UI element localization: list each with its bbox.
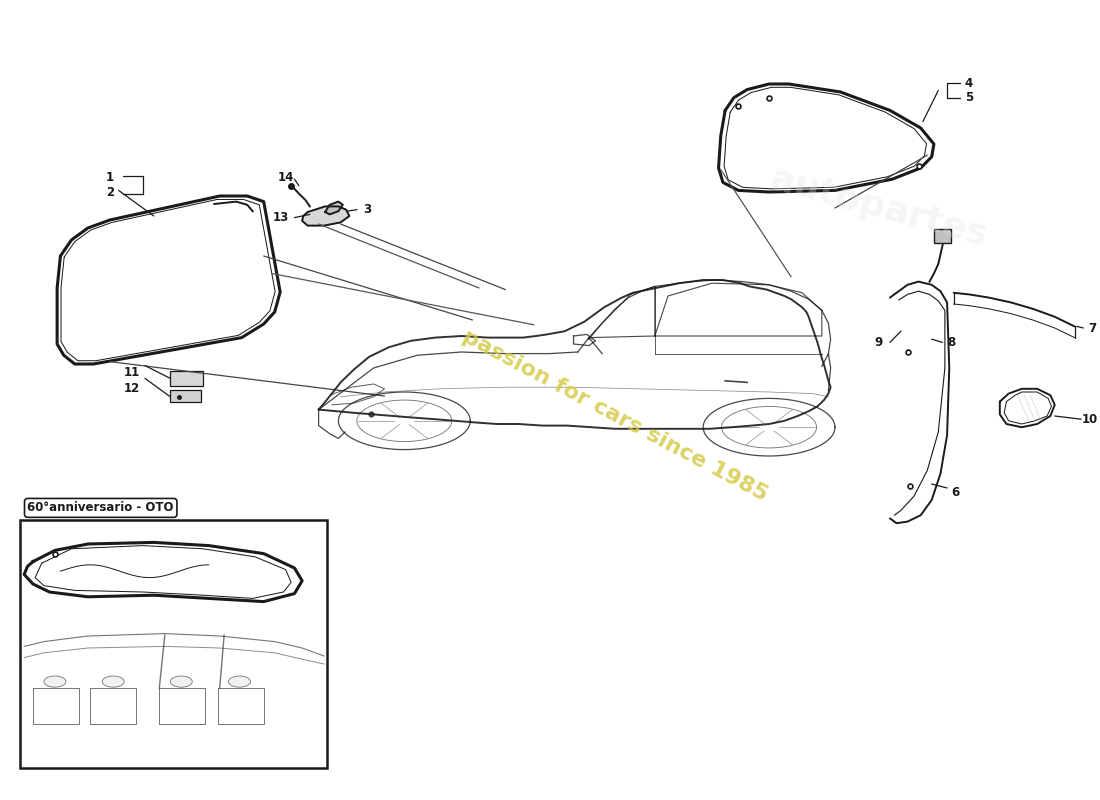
Ellipse shape (229, 676, 251, 687)
Ellipse shape (102, 676, 124, 687)
Text: 13: 13 (273, 211, 289, 224)
Text: 5: 5 (965, 91, 974, 104)
Bar (934, 229, 952, 243)
Text: 15: 15 (242, 528, 258, 541)
Polygon shape (302, 206, 350, 226)
Text: 11: 11 (123, 366, 140, 379)
Bar (170, 371, 204, 386)
Text: 2: 2 (106, 186, 114, 198)
Text: 10: 10 (1081, 413, 1098, 426)
Text: 12: 12 (123, 382, 140, 394)
Text: autopartes: autopartes (767, 162, 991, 254)
Text: 60°anniversario - OTO: 60°anniversario - OTO (28, 502, 174, 514)
Ellipse shape (44, 676, 66, 687)
Text: passion for cars since 1985: passion for cars since 1985 (460, 326, 771, 506)
Text: 8: 8 (947, 336, 956, 349)
Text: 14: 14 (277, 171, 294, 184)
Text: 7: 7 (1088, 322, 1097, 334)
Polygon shape (326, 202, 343, 214)
Text: 6: 6 (952, 486, 960, 498)
Text: 9: 9 (874, 336, 883, 349)
Text: 1: 1 (106, 171, 114, 184)
Text: 4: 4 (965, 77, 974, 90)
Text: 3: 3 (363, 203, 371, 216)
Ellipse shape (170, 676, 192, 687)
Bar (20, 520, 328, 768)
Bar (170, 390, 201, 402)
